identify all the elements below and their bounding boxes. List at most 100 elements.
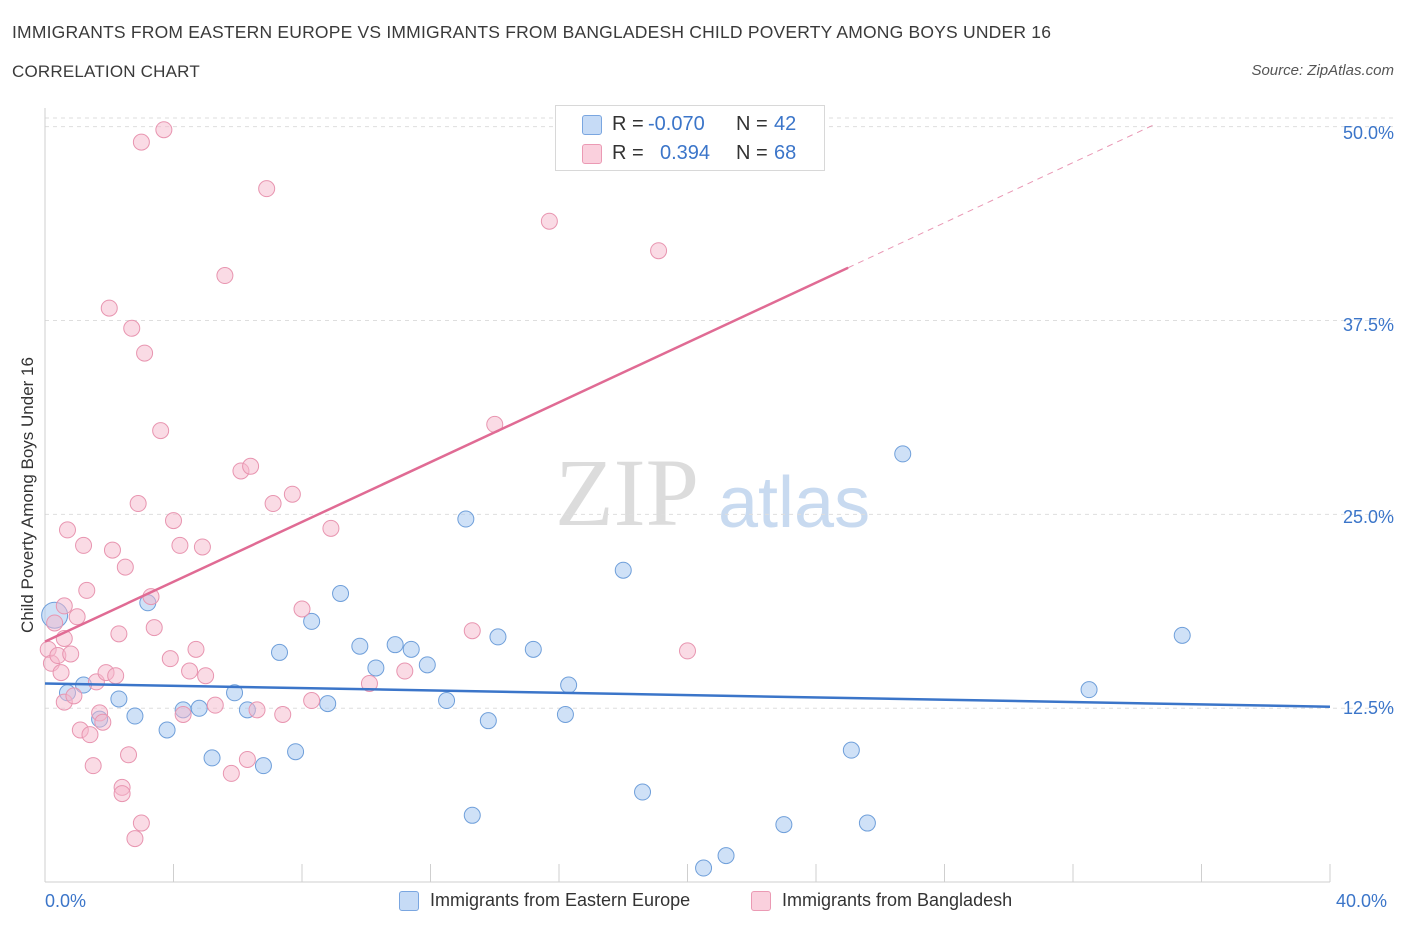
point-bangladesh (136, 344, 154, 362)
bottom-legend-label: Immigrants from Eastern Europe (430, 890, 691, 910)
point-eastern-europe (894, 445, 912, 463)
point-eastern-europe (319, 695, 337, 713)
point-bangladesh (46, 614, 64, 632)
point-bangladesh (264, 495, 282, 513)
chart-subtitle: CORRELATION CHART (12, 62, 200, 81)
point-bangladesh (84, 757, 102, 775)
legend-n-label: N = (736, 142, 768, 164)
point-bangladesh (165, 512, 182, 530)
point-bangladesh (78, 581, 96, 599)
point-eastern-europe (489, 628, 507, 646)
point-eastern-europe (842, 741, 860, 759)
legend-n-label: N = (736, 113, 768, 135)
y-tick-50: 50.0% (1342, 123, 1394, 143)
point-eastern-europe (386, 636, 404, 654)
point-bangladesh (129, 495, 147, 513)
point-bangladesh (52, 664, 70, 682)
point-bangladesh (463, 622, 481, 640)
point-bangladesh (650, 242, 668, 260)
point-eastern-europe (271, 643, 289, 661)
y-tick-37-5: 37.5% (1342, 315, 1394, 335)
point-eastern-europe (402, 640, 420, 658)
trendlines (44, 124, 1331, 708)
point-bangladesh (65, 687, 83, 705)
x-tick-max: 40.0% (1336, 891, 1388, 911)
point-bangladesh (396, 662, 414, 680)
legend-r-label: R = (612, 113, 644, 135)
point-bangladesh (679, 642, 696, 660)
legend-swatch-pink (582, 144, 602, 164)
point-bangladesh (242, 457, 260, 475)
watermark-zip: ZIP (555, 439, 699, 546)
trendline-bangladesh-extension (847, 124, 1154, 269)
point-bangladesh (222, 764, 240, 782)
point-bangladesh (238, 750, 256, 768)
point-eastern-europe (110, 690, 128, 708)
point-eastern-europe (203, 749, 221, 767)
point-eastern-europe (1173, 626, 1191, 644)
point-eastern-europe (614, 561, 632, 579)
point-eastern-europe (463, 806, 481, 824)
point-eastern-europe (303, 612, 321, 630)
legend-n-value: 42 (774, 113, 797, 135)
point-bangladesh (100, 299, 118, 317)
point-eastern-europe (524, 640, 542, 658)
point-eastern-europe (158, 721, 176, 739)
legend-r-label: R = (612, 142, 644, 164)
point-bangladesh (360, 674, 378, 692)
x-tick-min: 0.0% (45, 891, 87, 911)
point-bangladesh (103, 541, 121, 559)
point-bangladesh (187, 640, 205, 658)
point-bangladesh (155, 121, 173, 139)
point-eastern-europe (560, 676, 578, 694)
point-bangladesh (274, 705, 292, 723)
point-bangladesh (216, 267, 234, 285)
chart-title: IMMIGRANTS FROM EASTERN EUROPE VS IMMIGR… (12, 22, 1052, 42)
point-bangladesh (110, 625, 128, 643)
point-bangladesh (58, 521, 76, 539)
point-bangladesh (181, 662, 199, 680)
bottom-legend-swatch-pink (751, 891, 771, 911)
point-bangladesh (283, 485, 301, 503)
legend-r-value: 0.394 (660, 142, 711, 164)
point-bangladesh (197, 667, 215, 685)
point-bangladesh (68, 608, 86, 626)
point-eastern-europe (226, 684, 244, 702)
axes (44, 108, 1331, 883)
watermark: ZIP atlas (555, 439, 870, 546)
point-eastern-europe (457, 510, 475, 528)
legend-n-value: 68 (774, 142, 797, 164)
point-bangladesh (116, 558, 134, 576)
point-eastern-europe (418, 656, 436, 674)
point-eastern-europe (126, 707, 144, 725)
gridlines (45, 117, 1395, 709)
point-bangladesh (81, 726, 99, 744)
y-tick-25: 25.0% (1342, 507, 1394, 527)
point-bangladesh (75, 536, 93, 554)
point-bangladesh (193, 538, 211, 556)
point-bangladesh (540, 212, 558, 230)
y-tick-12-5: 12.5% (1342, 698, 1394, 718)
point-eastern-europe (775, 816, 793, 834)
point-bangladesh (152, 422, 170, 440)
point-eastern-europe (695, 859, 713, 877)
point-bangladesh (132, 133, 150, 151)
source-note: Source: ZipAtlas.com (1251, 62, 1394, 79)
bottom-legend-label: Immigrants from Bangladesh (782, 890, 1013, 910)
point-bangladesh (145, 619, 163, 637)
point-bangladesh (123, 319, 141, 337)
point-eastern-europe (479, 712, 497, 730)
correlation-legend: R = -0.070 N = 42 R = 0.394 N = 68 (555, 105, 825, 171)
point-bangladesh (94, 713, 112, 731)
point-eastern-europe (351, 637, 369, 655)
point-bangladesh (258, 180, 276, 198)
point-bangladesh (303, 692, 321, 710)
point-bangladesh (107, 667, 125, 685)
point-bangladesh (126, 830, 144, 848)
point-bangladesh (55, 597, 73, 615)
bottom-legend-swatch-blue (399, 891, 419, 911)
legend-swatch-blue (582, 115, 602, 135)
point-eastern-europe (634, 783, 652, 801)
point-eastern-europe (332, 584, 350, 602)
